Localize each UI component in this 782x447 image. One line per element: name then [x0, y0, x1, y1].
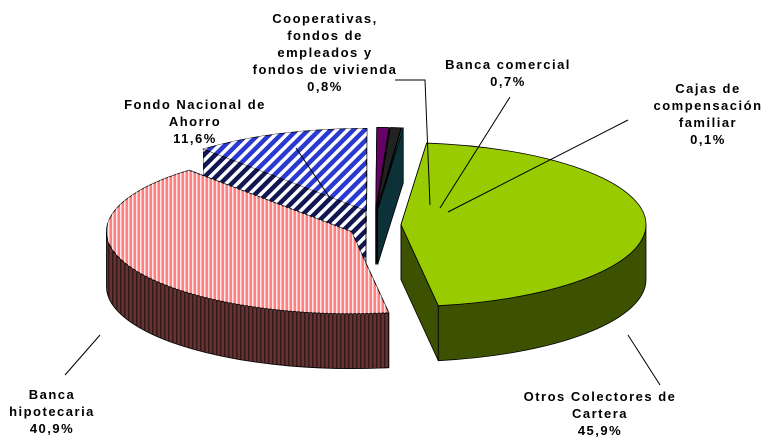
leader-line	[447, 119, 629, 213]
slice-label: Cajas de compensación familiar 0,1%	[641, 80, 776, 148]
slice-pattern	[203, 128, 367, 211]
category-label: Cajas de compensación familiar	[653, 81, 763, 130]
value-label: 0,7%	[490, 74, 526, 89]
value-label: 0,8%	[307, 79, 343, 94]
value-label: 0,1%	[690, 132, 726, 147]
value-label: 11,6%	[173, 131, 217, 146]
slice-wall-pattern	[106, 231, 389, 369]
slice-label: Banca hipotecaria 40,9%	[0, 386, 107, 437]
category-label: Banca hipotecaria	[9, 387, 95, 419]
leader-line	[627, 334, 661, 386]
category-label: Otros Colectores de Cartera	[523, 389, 677, 421]
slice-label: Cooperativas, fondos de empleados y fond…	[250, 10, 400, 95]
slice-label: Banca comercial 0,7%	[428, 56, 588, 90]
leader-lines	[64, 79, 661, 386]
leader-line	[439, 96, 511, 209]
slice-pattern	[106, 170, 389, 314]
slice	[375, 127, 390, 210]
value-label: 45,9%	[577, 423, 623, 438]
value-label: 40,9%	[29, 421, 75, 436]
slice	[376, 127, 402, 210]
category-label: Cooperativas, fondos de empleados y fond…	[252, 11, 398, 77]
slice	[377, 127, 404, 210]
slice	[400, 142, 647, 307]
slice-label: Fondo Nacional de Ahorro 11,6%	[110, 96, 280, 147]
category-label: Fondo Nacional de Ahorro	[124, 97, 266, 129]
leader-line	[295, 147, 331, 199]
leader-line	[395, 79, 431, 206]
category-label: Banca comercial	[445, 57, 571, 72]
slice-label: Otros Colectores de Cartera 45,9%	[513, 388, 688, 439]
leader-line	[64, 334, 101, 376]
